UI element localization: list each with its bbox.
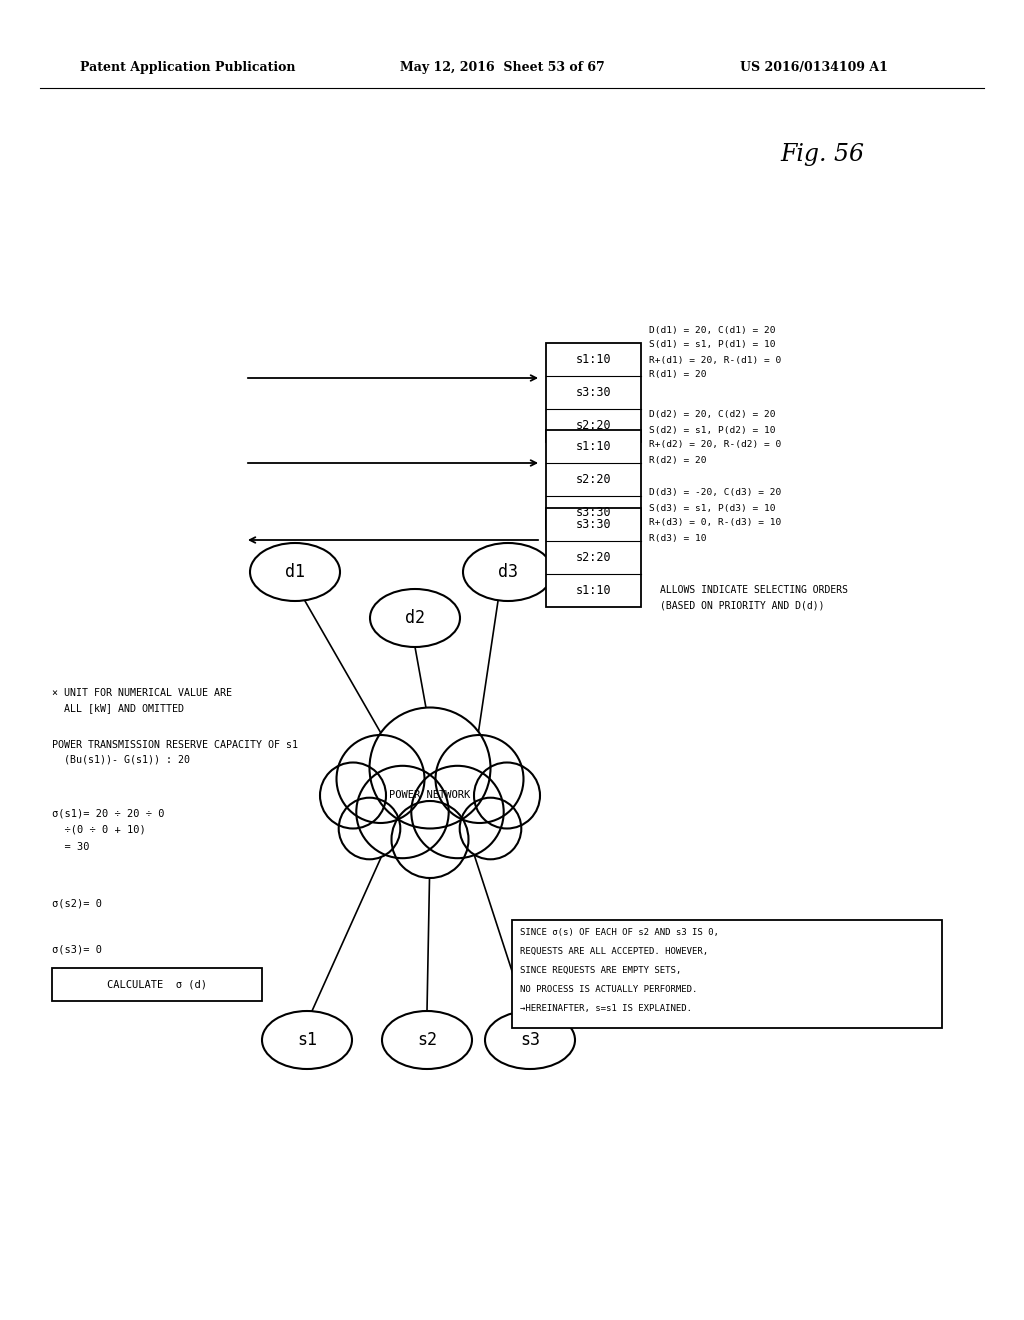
Bar — [512, 920, 942, 1028]
Text: s1: s1 — [297, 1031, 317, 1049]
Text: s1:10: s1:10 — [575, 583, 611, 597]
Text: CALCULATE  σ (d): CALCULATE σ (d) — [106, 979, 207, 990]
Ellipse shape — [382, 1011, 472, 1069]
Text: s2:20: s2:20 — [575, 473, 611, 486]
Text: Patent Application Publication: Patent Application Publication — [80, 62, 296, 74]
Text: s2:20: s2:20 — [575, 418, 611, 432]
Text: d3: d3 — [498, 564, 518, 581]
Text: s2:20: s2:20 — [575, 550, 611, 564]
Text: D(d3) = -20, C(d3) = 20: D(d3) = -20, C(d3) = 20 — [649, 488, 781, 498]
Circle shape — [356, 766, 449, 858]
Text: POWER TRANSMISSION RESERVE CAPACITY OF s1
  (Bu(s1))- G(s1)) : 20: POWER TRANSMISSION RESERVE CAPACITY OF s… — [52, 741, 298, 764]
Text: d1: d1 — [285, 564, 305, 581]
Circle shape — [391, 801, 469, 878]
Text: REQUESTS ARE ALL ACCEPTED. HOWEVER,: REQUESTS ARE ALL ACCEPTED. HOWEVER, — [520, 946, 709, 956]
Circle shape — [337, 735, 425, 822]
Text: s3:30: s3:30 — [575, 506, 611, 519]
Text: s2: s2 — [417, 1031, 437, 1049]
Text: S(d1) = s1, P(d1) = 10: S(d1) = s1, P(d1) = 10 — [649, 341, 775, 350]
Text: σ(s2)= 0: σ(s2)= 0 — [52, 898, 102, 908]
Text: R(d1) = 20: R(d1) = 20 — [649, 371, 707, 380]
Text: σ(s3)= 0: σ(s3)= 0 — [52, 945, 102, 954]
Text: ALLOWS INDICATE SELECTING ORDERS: ALLOWS INDICATE SELECTING ORDERS — [660, 585, 848, 595]
Text: D(d2) = 20, C(d2) = 20: D(d2) = 20, C(d2) = 20 — [649, 411, 775, 420]
Text: s1:10: s1:10 — [575, 352, 611, 366]
Text: SINCE σ(s) OF EACH OF s2 AND s3 IS 0,: SINCE σ(s) OF EACH OF s2 AND s3 IS 0, — [520, 928, 719, 936]
Ellipse shape — [250, 543, 340, 601]
Ellipse shape — [463, 543, 553, 601]
Text: POWER NETWORK: POWER NETWORK — [389, 789, 471, 800]
Text: May 12, 2016  Sheet 53 of 67: May 12, 2016 Sheet 53 of 67 — [400, 62, 605, 74]
Circle shape — [339, 797, 400, 859]
Ellipse shape — [370, 589, 460, 647]
Text: NO PROCESS IS ACTUALLY PERFORMED.: NO PROCESS IS ACTUALLY PERFORMED. — [520, 985, 697, 994]
Circle shape — [319, 763, 386, 829]
Text: R(d2) = 20: R(d2) = 20 — [649, 455, 707, 465]
Text: →HEREINAFTER, s=s1 IS EXPLAINED.: →HEREINAFTER, s=s1 IS EXPLAINED. — [520, 1003, 692, 1012]
Text: S(d2) = s1, P(d2) = 10: S(d2) = s1, P(d2) = 10 — [649, 425, 775, 434]
Ellipse shape — [485, 1011, 575, 1069]
Text: R+(d3) = 0, R-(d3) = 10: R+(d3) = 0, R-(d3) = 10 — [649, 519, 781, 528]
Text: S(d3) = s1, P(d3) = 10: S(d3) = s1, P(d3) = 10 — [649, 503, 775, 512]
Ellipse shape — [262, 1011, 352, 1069]
Bar — [546, 430, 641, 529]
Circle shape — [474, 763, 540, 829]
Text: D(d1) = 20, C(d1) = 20: D(d1) = 20, C(d1) = 20 — [649, 326, 775, 334]
Text: s3:30: s3:30 — [575, 385, 611, 399]
Text: ÷(0 ÷ 0 + 10): ÷(0 ÷ 0 + 10) — [52, 825, 145, 836]
Circle shape — [435, 735, 523, 822]
Text: SINCE REQUESTS ARE EMPTY SETS,: SINCE REQUESTS ARE EMPTY SETS, — [520, 965, 681, 974]
Text: d2: d2 — [406, 609, 425, 627]
Circle shape — [412, 766, 504, 858]
Text: × UNIT FOR NUMERICAL VALUE ARE
  ALL [kW] AND OMITTED: × UNIT FOR NUMERICAL VALUE ARE ALL [kW] … — [52, 688, 232, 713]
Bar — [546, 508, 641, 607]
Text: R(d3) = 10: R(d3) = 10 — [649, 533, 707, 543]
Text: R+(d2) = 20, R-(d2) = 0: R+(d2) = 20, R-(d2) = 0 — [649, 441, 781, 450]
Text: s3:30: s3:30 — [575, 517, 611, 531]
Circle shape — [370, 708, 490, 829]
Text: σ(s1)= 20 ÷ 20 ÷ 0: σ(s1)= 20 ÷ 20 ÷ 0 — [52, 808, 165, 818]
Text: Fig. 56: Fig. 56 — [780, 144, 864, 166]
Circle shape — [460, 797, 521, 859]
Text: s3: s3 — [520, 1031, 540, 1049]
Bar — [546, 343, 641, 442]
Text: R+(d1) = 20, R-(d1) = 0: R+(d1) = 20, R-(d1) = 0 — [649, 355, 781, 364]
Bar — [52, 968, 262, 1001]
Text: (BASED ON PRIORITY AND D(d)): (BASED ON PRIORITY AND D(d)) — [660, 601, 824, 611]
Text: US 2016/0134109 A1: US 2016/0134109 A1 — [740, 62, 888, 74]
Text: = 30: = 30 — [52, 842, 89, 851]
Text: s1:10: s1:10 — [575, 440, 611, 453]
